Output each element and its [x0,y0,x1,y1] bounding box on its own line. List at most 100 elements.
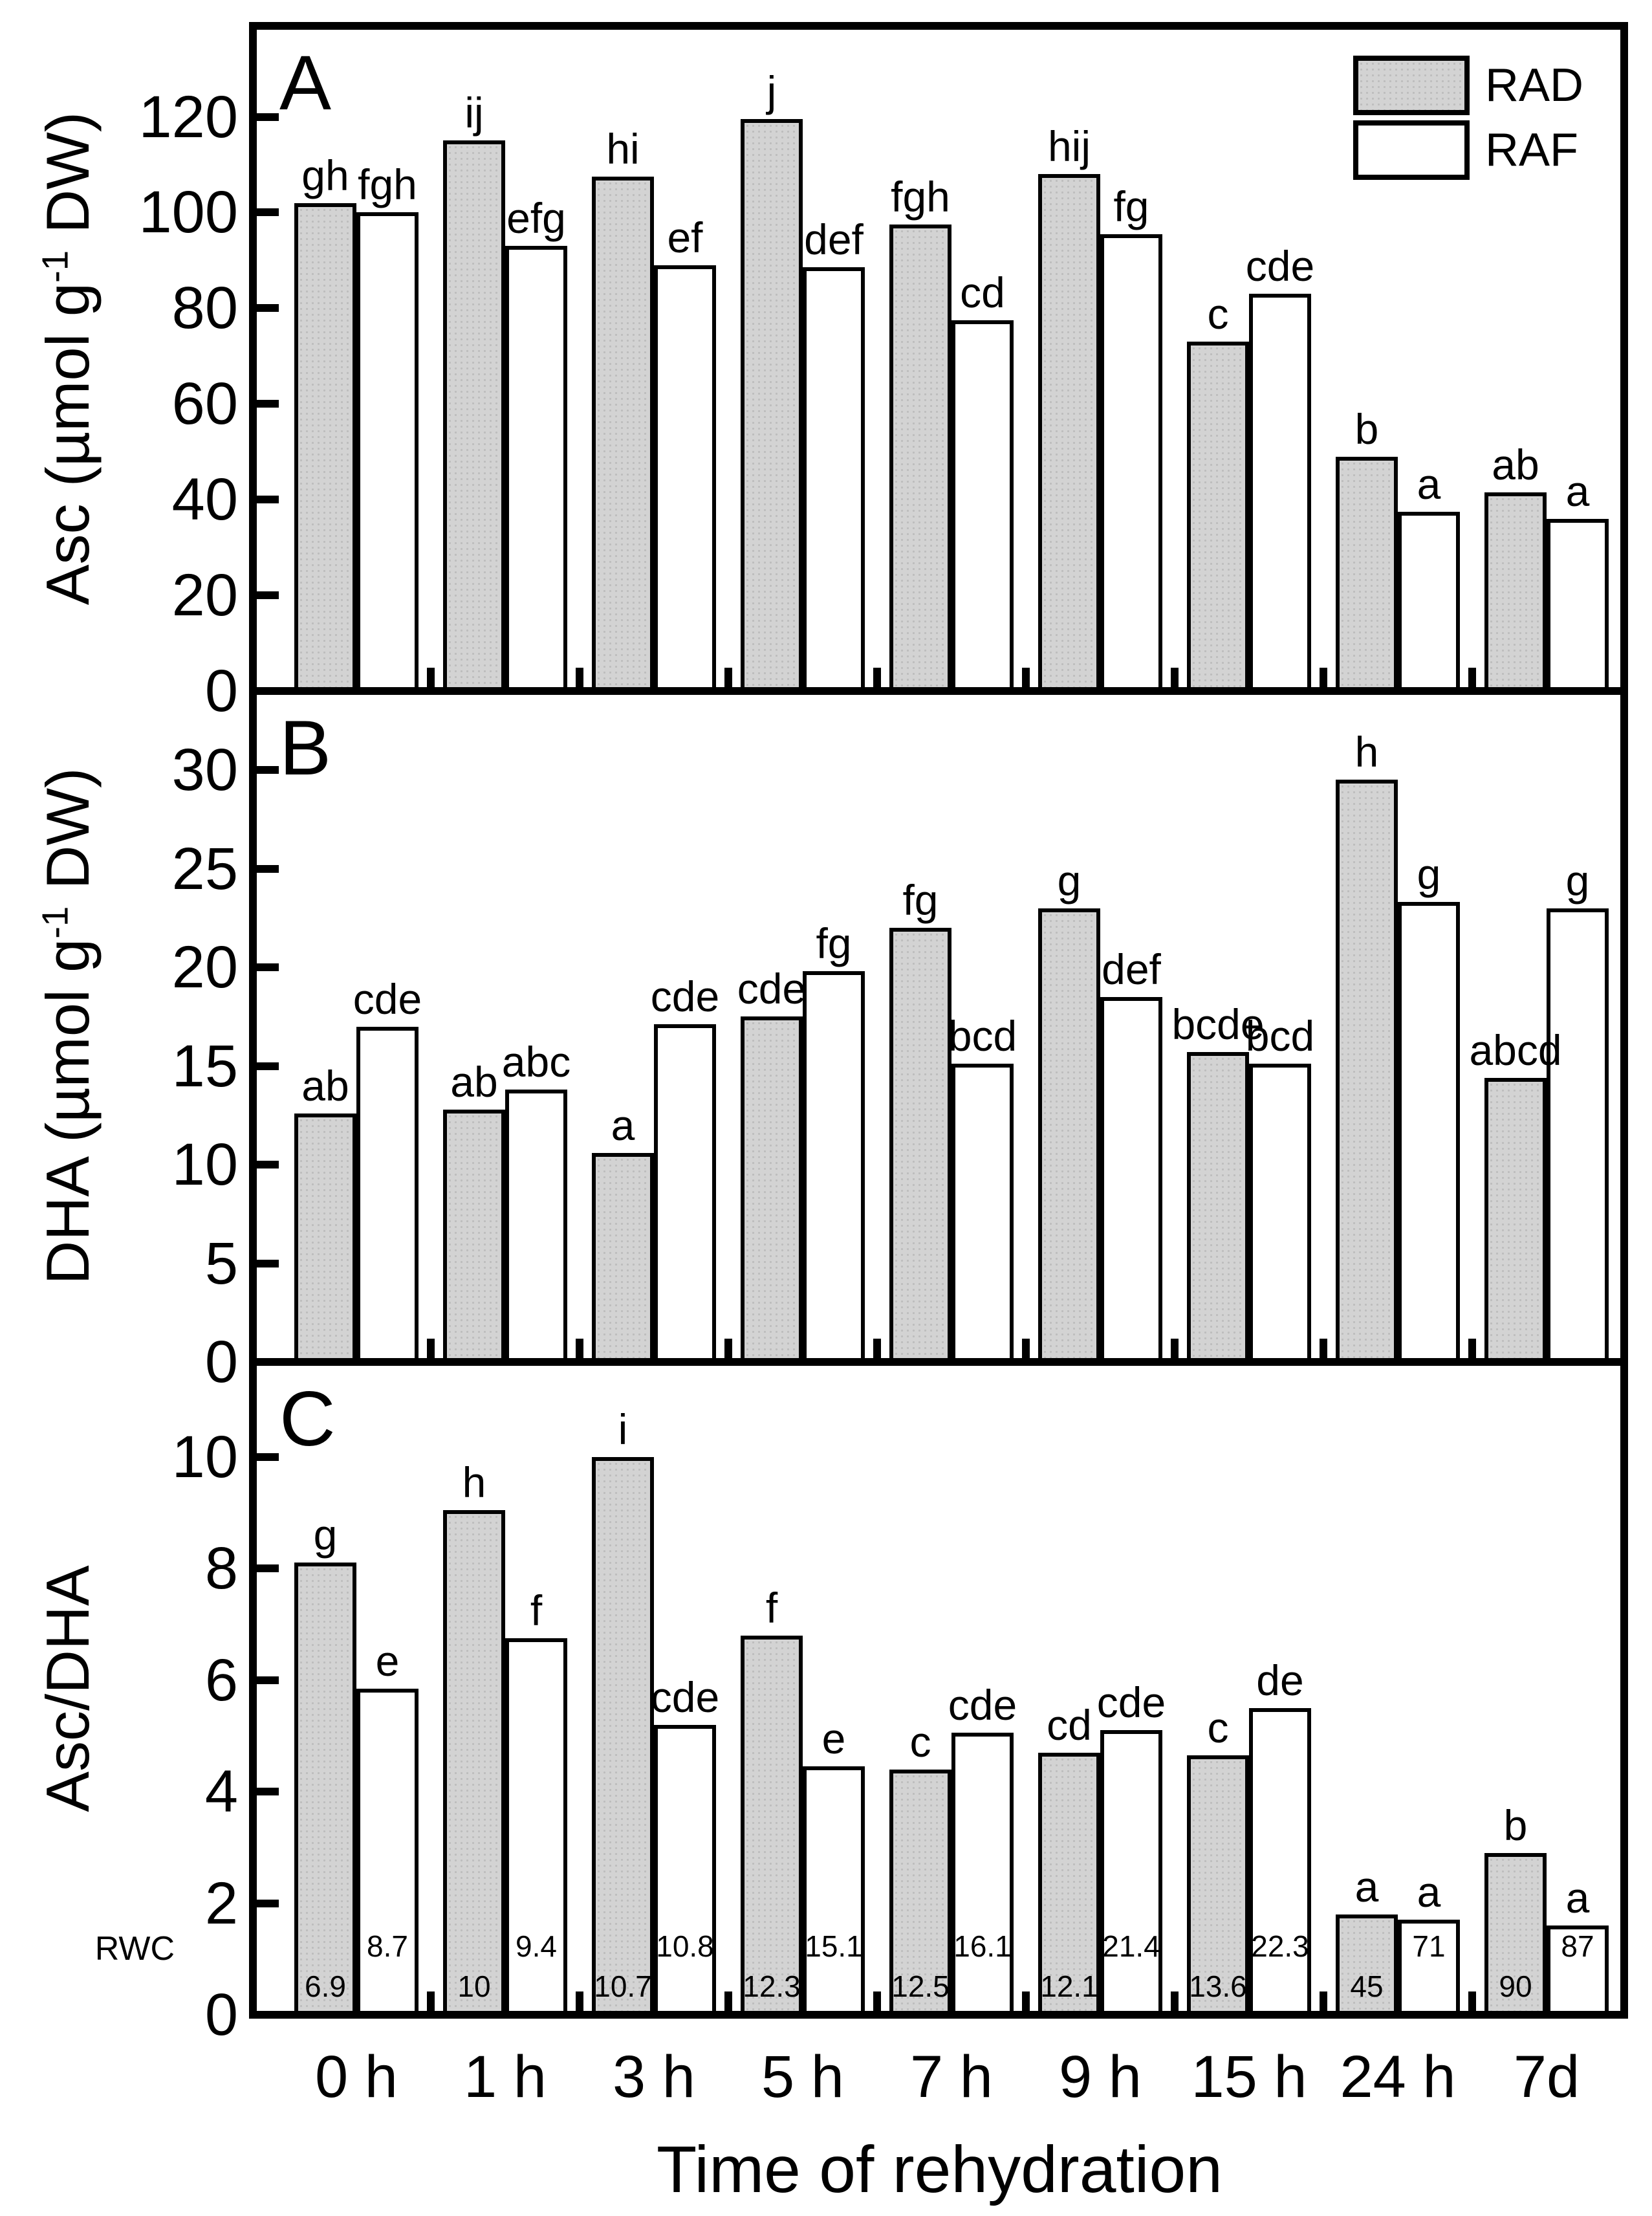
x-tick-B-8 [1468,1339,1476,1358]
sig-letter-raf-3h-panel-C: cde [650,1673,720,1721]
x-tick-B-5 [1022,1339,1030,1358]
sig-letter-rad-1h-panel-C: h [462,1458,486,1506]
y-tick-C-2 [257,1899,279,1907]
y-tick-A-20 [257,591,279,600]
bar-rad-5h-panel-A [741,119,803,695]
y-tick-B-5 [257,1259,279,1267]
sig-letter-rad-24h-panel-A: b [1354,404,1379,453]
rwc-value-raf-7h: 16.1 [953,1929,1012,1963]
rwc-value-rad-3h: 10.7 [594,1969,652,2003]
panel-letter-B: B [279,705,332,791]
bar-rad-3h-panel-C [592,1456,654,2019]
x-tick-C-8 [1468,1991,1476,2011]
sig-letter-raf-0h-panel-A: fgh [358,160,417,209]
rwc-value-raf-7d: 87 [1561,1929,1594,1963]
rwc-value-rad-1h: 10 [457,1969,491,2003]
bar-raf-7d-panel-C [1547,1925,1609,2019]
rwc-value-rad-0h: 6.9 [305,1969,346,2003]
x-category-label-3h: 3 h [613,2044,695,2110]
bar-raf-24h-panel-C [1398,1920,1460,2019]
bar-rad-0h-panel-A [294,203,356,695]
sig-letter-rad-7d-panel-B: abcd [1469,1026,1562,1074]
bar-raf-15h-panel-B [1249,1064,1311,1366]
x-tick-A-1 [427,668,435,687]
bar-raf-7h-panel-C [951,1733,1014,2019]
y-tick-label-C-2: 2 [204,1870,238,1936]
y-tick-label-A-20: 20 [171,562,238,629]
bar-rad-5h-panel-C [741,1635,803,2019]
sig-letter-rad-7h-panel-C: c [909,1717,931,1766]
bar-raf-0h-panel-A [356,212,418,695]
panel-divider-b-c [249,1358,1628,1366]
x-tick-A-6 [1171,668,1179,687]
bar-raf-1h-panel-A [505,246,567,695]
bar-rad-0h-panel-B [294,1113,356,1366]
frame-right [1620,22,1628,2019]
bar-raf-7h-panel-B [951,1064,1014,1366]
bar-raf-24h-panel-B [1398,902,1460,1366]
x-tick-B-6 [1171,1339,1179,1358]
rwc-value-raf-5h: 15.1 [805,1929,863,1963]
sig-letter-raf-9h-panel-C: cde [1096,1678,1166,1727]
bar-rad-9h-panel-A [1038,174,1100,695]
sig-letter-raf-7d-panel-A: a [1565,466,1590,515]
x-category-label-7d: 7d [1513,2044,1580,2110]
y-tick-B-25 [257,864,279,873]
sig-letter-rad-15h-panel-A: c [1207,290,1229,338]
y-tick-label-B-5: 5 [204,1230,238,1297]
y-tick-label-A-80: 80 [171,275,238,342]
rwc-value-raf-0h: 8.7 [367,1929,408,1963]
sig-letter-raf-3h-panel-B: cde [650,972,720,1021]
rwc-value-rad-7d: 90 [1499,1969,1532,2003]
sig-letter-raf-7d-panel-C: a [1565,1874,1590,1922]
panel-letter-A: A [279,39,332,126]
sig-letter-raf-9h-panel-B: def [1102,945,1161,993]
y-tick-label-C-0: 0 [204,1982,238,2048]
bar-rad-1h-panel-C [443,1509,505,2019]
sig-letter-rad-1h-panel-A: ij [464,89,484,137]
rwc-value-raf-15h: 22.3 [1251,1929,1309,1963]
bar-rad-24h-panel-A [1336,456,1398,695]
sig-letter-raf-9h-panel-A: fg [1113,182,1149,230]
sig-letter-rad-0h-panel-C: g [313,1511,338,1559]
y-tick-C-4 [257,1788,279,1796]
y-tick-A-40 [257,496,279,504]
bar-raf-7d-panel-A [1547,518,1609,695]
sig-letter-rad-9h-panel-C: cd [1047,1700,1092,1749]
sig-letter-rad-15h-panel-B: bcde [1171,1000,1265,1049]
legend-swatch-raf [1353,120,1470,180]
bar-raf-9h-panel-A [1100,234,1162,695]
bar-raf-5h-panel-C [803,1766,865,2019]
rwc-value-rad-15h: 13.6 [1189,1969,1247,2003]
sig-letter-raf-5h-panel-B: fg [816,919,852,968]
bar-raf-5h-panel-B [803,971,865,1366]
rwc-value-raf-9h: 21.4 [1102,1929,1160,1963]
x-tick-A-5 [1022,668,1030,687]
sig-letter-rad-0h-panel-A: gh [301,151,349,199]
y-tick-label-C-4: 4 [204,1759,238,1825]
sig-letter-raf-15h-panel-B: bcd [1245,1012,1315,1060]
x-category-label-0h: 0 h [315,2044,398,2110]
rwc-value-rad-9h: 12.1 [1040,1969,1098,2003]
y-tick-C-10 [257,1453,279,1461]
sig-letter-raf-7h-panel-A: cd [960,268,1005,316]
bar-rad-3h-panel-A [592,176,654,695]
y-tick-C-0 [257,2011,279,2019]
x-category-label-24h: 24 h [1340,2044,1456,2110]
rwc-value-raf-1h: 9.4 [516,1929,557,1963]
sig-letter-raf-3h-panel-A: ef [667,213,703,261]
bar-rad-7d-panel-C [1484,1852,1547,2019]
x-category-label-1h: 1 h [464,2044,547,2110]
x-tick-B-3 [724,1339,732,1358]
rwc-value-raf-24h: 71 [1412,1929,1446,1963]
bar-raf-9h-panel-C [1100,1730,1162,2019]
y-tick-B-15 [257,1062,279,1070]
y-tick-label-C-8: 8 [204,1535,238,1602]
sig-letter-raf-1h-panel-B: abc [501,1038,571,1086]
x-category-label-15h: 15 h [1191,2044,1307,2110]
y-tick-A-80 [257,304,279,313]
panel-letter-C: C [279,1376,336,1462]
sig-letter-rad-3h-panel-B: a [611,1101,635,1149]
y-tick-label-B-10: 10 [171,1132,238,1198]
